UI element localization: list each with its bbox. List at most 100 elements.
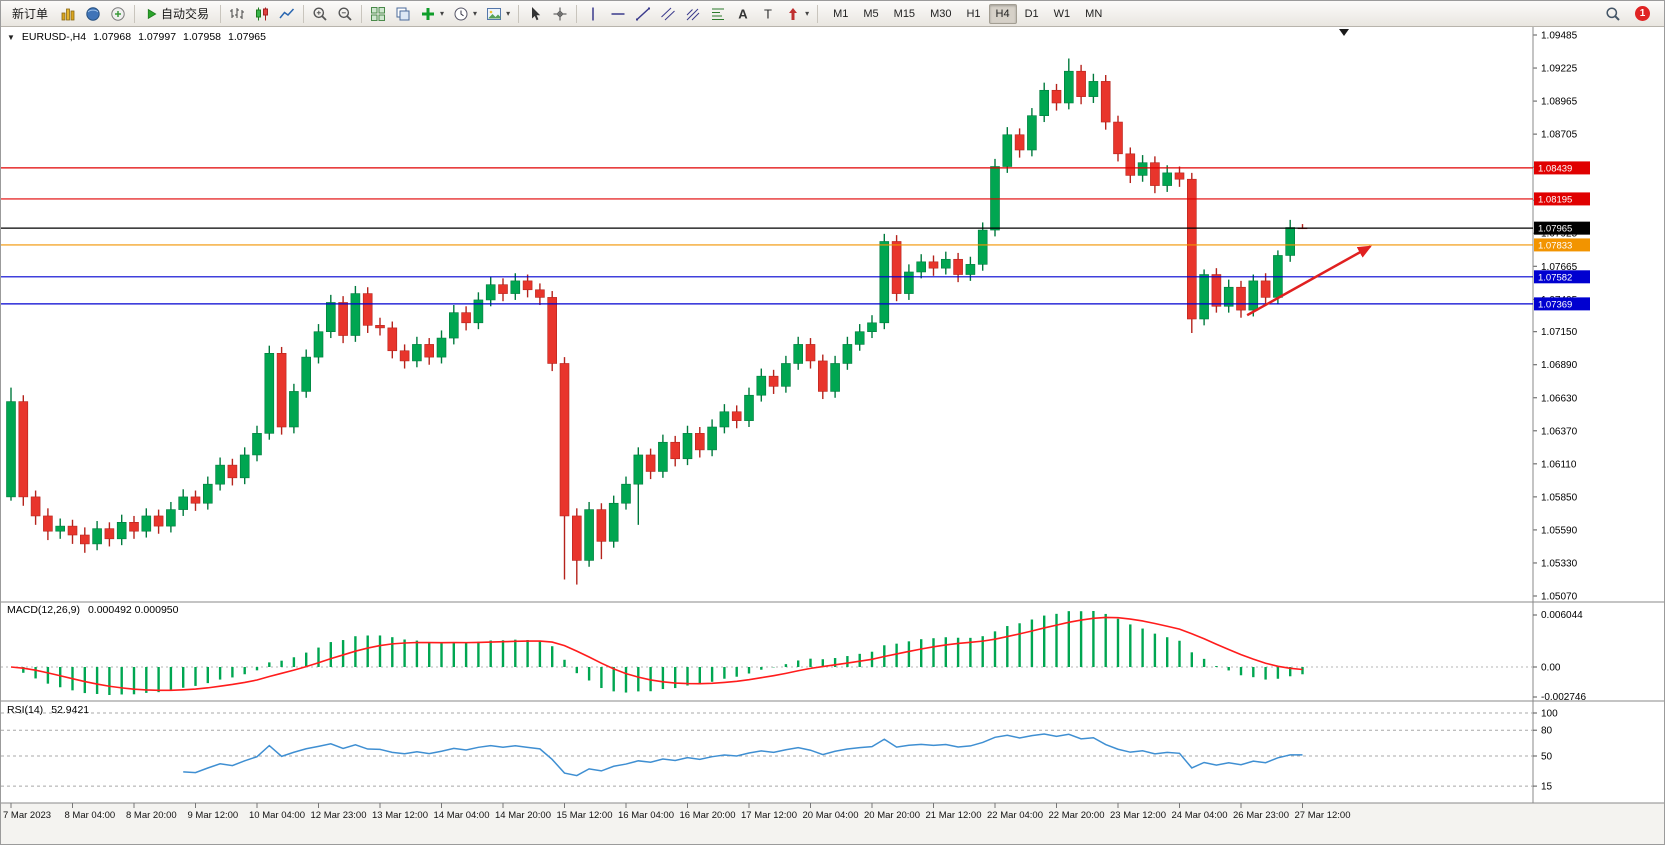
macd-values: 0.000492 0.000950 <box>87 604 179 616</box>
candle-body <box>30 496 41 517</box>
svg-text:16 Mar 04:00: 16 Mar 04:00 <box>618 810 674 821</box>
candle-body <box>153 515 164 527</box>
time-axis: 7 Mar 2023 8 Mar 04:00 8 Mar 20:00 9 Mar 12… <box>3 803 1350 821</box>
channel-button[interactable] <box>656 3 680 25</box>
bar-low-value: 1.07958 <box>183 31 222 43</box>
svg-text:1.09485: 1.09485 <box>1541 31 1578 42</box>
search-button[interactable] <box>1601 3 1625 25</box>
notification-badge[interactable]: 1 <box>1635 6 1650 21</box>
timeframe-button-m5[interactable]: M5 <box>856 4 885 24</box>
bar-chart-icon <box>230 7 245 19</box>
chart-area[interactable]: 1.094851.092251.089651.087051.084451.081… <box>1 27 1665 845</box>
timeframe-button-m1[interactable]: M1 <box>826 4 855 24</box>
candle-body <box>1211 274 1222 307</box>
svg-text:1.05070: 1.05070 <box>1541 592 1578 603</box>
cascade-windows-button[interactable] <box>391 3 415 25</box>
line-chart-button[interactable] <box>275 3 299 25</box>
zoom-in-button[interactable] <box>308 3 332 25</box>
candle-body <box>129 522 139 532</box>
templates-button[interactable]: ▾ <box>482 3 514 25</box>
candle-body <box>658 441 668 472</box>
timeframe-button-d1[interactable]: D1 <box>1018 4 1046 24</box>
trendline-button[interactable] <box>631 3 655 25</box>
svg-text:T: T <box>764 6 772 21</box>
candle-body <box>1113 121 1123 155</box>
toolbar-separator <box>134 4 136 23</box>
bar-open-value: 1.07968 <box>93 31 132 43</box>
add-indicator-icon <box>422 7 435 20</box>
candle-body <box>1039 89 1049 116</box>
svg-text:1.05850: 1.05850 <box>1541 492 1578 503</box>
zoom-out-button[interactable] <box>333 3 357 25</box>
candle-body <box>965 264 976 275</box>
candle-body <box>842 344 853 364</box>
price-axis: 1.094851.092251.089651.087051.084451.081… <box>1 27 1664 804</box>
svg-text:8 Mar 04:00: 8 Mar 04:00 <box>65 810 116 821</box>
macd-panel: 0.006044 0.00 -0.002746 <box>1 610 1586 703</box>
candle-body <box>227 464 238 479</box>
candle-body <box>1187 178 1197 320</box>
candle-body <box>485 284 496 301</box>
toolbar-separator <box>303 4 305 23</box>
periods-button[interactable]: ▾ <box>449 3 481 25</box>
arrow-object-icon <box>789 7 798 20</box>
auto-trading-button[interactable]: 自动交易 <box>139 3 216 25</box>
candle-body <box>141 515 152 532</box>
vertical-line-button[interactable] <box>581 3 605 25</box>
svg-text:27 Mar 12:00: 27 Mar 12:00 <box>1295 810 1351 821</box>
toolbar-right-group: 1 <box>1601 3 1660 25</box>
svg-text:1.07665: 1.07665 <box>1541 262 1578 273</box>
toolbar-separator <box>518 4 520 23</box>
timeframe-button-m15[interactable]: M15 <box>887 4 922 24</box>
horizontal-line-button[interactable] <box>606 3 630 25</box>
candle-body <box>436 337 447 358</box>
pitchfork-button[interactable] <box>681 3 705 25</box>
chart-canvas[interactable]: 1.094851.092251.089651.087051.084451.081… <box>1 27 1665 845</box>
candle-body <box>43 515 53 532</box>
svg-text:21 Mar 12:00: 21 Mar 12:00 <box>926 810 982 821</box>
candle-body <box>584 509 594 561</box>
bar-chart-button[interactable] <box>225 3 249 25</box>
candle-body <box>904 271 914 294</box>
arrows-button[interactable]: ▾ <box>781 3 813 25</box>
candle-body <box>18 401 29 498</box>
macd-title: MACD(12,26,9) <box>7 604 80 616</box>
symbol-label: EURUSD-,H4 <box>21 31 87 43</box>
navigator-button[interactable] <box>106 3 130 25</box>
timeframe-button-w1[interactable]: W1 <box>1047 4 1078 24</box>
candle-body <box>830 363 840 392</box>
text-button[interactable]: A <box>731 3 755 25</box>
crosshair-button[interactable] <box>548 3 572 25</box>
candle-body <box>744 394 754 421</box>
candle-body <box>990 166 1000 231</box>
candle-body <box>1137 162 1148 176</box>
candle-body <box>362 293 373 326</box>
timeframe-button-h4[interactable]: H4 <box>988 3 1017 24</box>
charts-button[interactable] <box>56 3 80 25</box>
candlestick-chart-button[interactable] <box>250 3 274 25</box>
candle-body <box>522 280 533 291</box>
market-watch-button[interactable] <box>81 3 105 25</box>
timeframe-button-m30[interactable]: M30 <box>923 4 958 24</box>
svg-text:1.08439: 1.08439 <box>1538 163 1572 174</box>
candle-body <box>547 297 558 364</box>
svg-text:1.08705: 1.08705 <box>1541 130 1578 141</box>
timeframe-button-h1[interactable]: H1 <box>959 4 987 24</box>
templates-icon <box>487 7 502 20</box>
new-order-button[interactable]: 新订单 <box>5 3 55 25</box>
text-label-button[interactable]: T <box>756 3 780 25</box>
tile-windows-button[interactable] <box>366 3 390 25</box>
indicators-button[interactable]: ▾ <box>416 3 448 25</box>
timeframe-button-mn[interactable]: MN <box>1078 4 1109 24</box>
symbol-dropdown-icon[interactable]: ▼ <box>7 32 15 42</box>
trend-arrow[interactable] <box>1246 245 1372 317</box>
fibonacci-button[interactable] <box>706 3 730 25</box>
candle-body <box>596 509 607 542</box>
candle-body <box>166 509 176 527</box>
svg-text:20 Mar 20:00: 20 Mar 20:00 <box>864 810 920 821</box>
candle-body <box>55 525 66 532</box>
candle-body <box>313 331 324 358</box>
cursor-button[interactable] <box>523 3 547 25</box>
chart-ohlc-header: ▼ EURUSD-,H4 1.07968 1.07997 1.07958 1.0… <box>7 31 266 43</box>
candle-body <box>252 433 262 456</box>
